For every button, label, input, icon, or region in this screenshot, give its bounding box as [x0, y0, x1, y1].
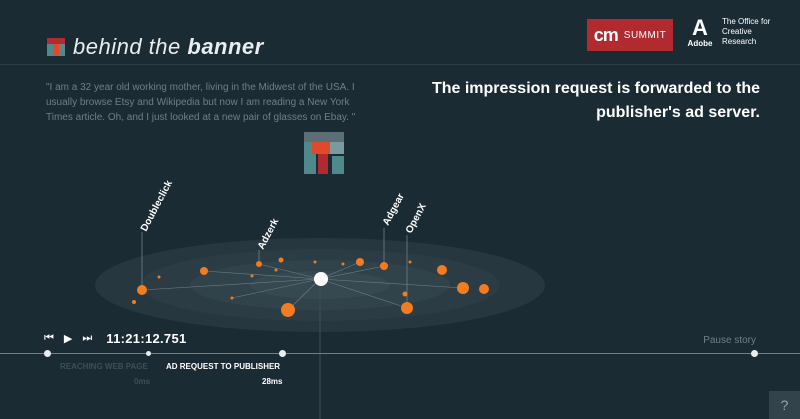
- node[interactable]: [479, 284, 489, 294]
- brand-logo[interactable]: behind the banner: [47, 34, 264, 60]
- cm-logo-text: cm: [593, 24, 619, 45]
- node[interactable]: [281, 303, 295, 317]
- help-button[interactable]: ?: [769, 391, 800, 419]
- adobe-logo[interactable]: A Adobe: [687, 15, 713, 49]
- timeline-marker[interactable]: [751, 350, 758, 357]
- node[interactable]: [437, 265, 447, 275]
- node[interactable]: [132, 300, 136, 304]
- node[interactable]: [408, 260, 412, 264]
- playback-controls: ⏮ ▶ ⏭ 11:21:12.751: [44, 331, 187, 346]
- cm-summit-logo[interactable]: cm SUMMIT: [587, 19, 673, 51]
- node-doubleclick[interactable]: [137, 285, 147, 295]
- node-openx[interactable]: [401, 302, 413, 314]
- brand-title-bold: banner: [187, 34, 264, 59]
- adobe-name: Adobe: [687, 39, 713, 48]
- cm-summit-text: SUMMIT: [623, 29, 667, 41]
- spoke-lines: [141, 261, 464, 311]
- node[interactable]: [313, 260, 317, 264]
- brand-title: behind the banner: [73, 34, 264, 60]
- node[interactable]: [250, 274, 254, 278]
- ad-nodes: [132, 257, 489, 317]
- node[interactable]: [341, 262, 345, 266]
- pause-story-button[interactable]: Pause story: [703, 335, 756, 346]
- skip-forward-icon[interactable]: ⏭: [82, 332, 93, 344]
- node[interactable]: [457, 282, 469, 294]
- rewind-icon[interactable]: ⏮: [44, 332, 54, 344]
- step-ms-reaching-web-page: 0ms: [134, 377, 151, 386]
- node[interactable]: [200, 267, 208, 275]
- node-label-adgear[interactable]: Adgear: [381, 192, 407, 228]
- brand-mark-icon: [47, 38, 65, 56]
- node-label-doubleclick[interactable]: Doubleclick: [139, 178, 175, 233]
- node-adgear[interactable]: [380, 262, 388, 270]
- node[interactable]: [230, 296, 234, 300]
- step-ms-ad-request: 28ms: [262, 377, 283, 386]
- adobe-icon: A: [692, 15, 708, 40]
- timeline-marker[interactable]: [146, 351, 151, 356]
- node-label-openx[interactable]: OpenX: [404, 201, 429, 235]
- node[interactable]: [157, 275, 161, 279]
- timeline-marker[interactable]: [44, 350, 51, 357]
- persona-badge-icon: [304, 132, 344, 174]
- persona-quote: "I am a 32 year old working mother, livi…: [46, 82, 356, 123]
- node[interactable]: [356, 258, 364, 266]
- timeline-marker[interactable]: [279, 350, 286, 357]
- timeline-track[interactable]: [0, 353, 800, 354]
- step-label-ad-request[interactable]: AD REQUEST TO PUBLISHER: [166, 362, 281, 371]
- node[interactable]: [278, 257, 284, 263]
- story-headline: The impression request is forwarded to t…: [431, 80, 760, 121]
- office-creative-research-logo[interactable]: The Office for Creative Research: [722, 17, 771, 46]
- timestamp: 11:21:12.751: [106, 331, 187, 346]
- node[interactable]: [402, 291, 408, 297]
- step-label-reaching-web-page[interactable]: REACHING WEB PAGE: [60, 362, 148, 371]
- node-adzerk[interactable]: [256, 261, 262, 267]
- brand-title-light: behind the: [73, 34, 188, 59]
- publisher-node[interactable]: [314, 272, 328, 286]
- header-divider: [0, 64, 800, 65]
- play-icon[interactable]: ▶: [63, 333, 73, 345]
- node[interactable]: [274, 268, 278, 272]
